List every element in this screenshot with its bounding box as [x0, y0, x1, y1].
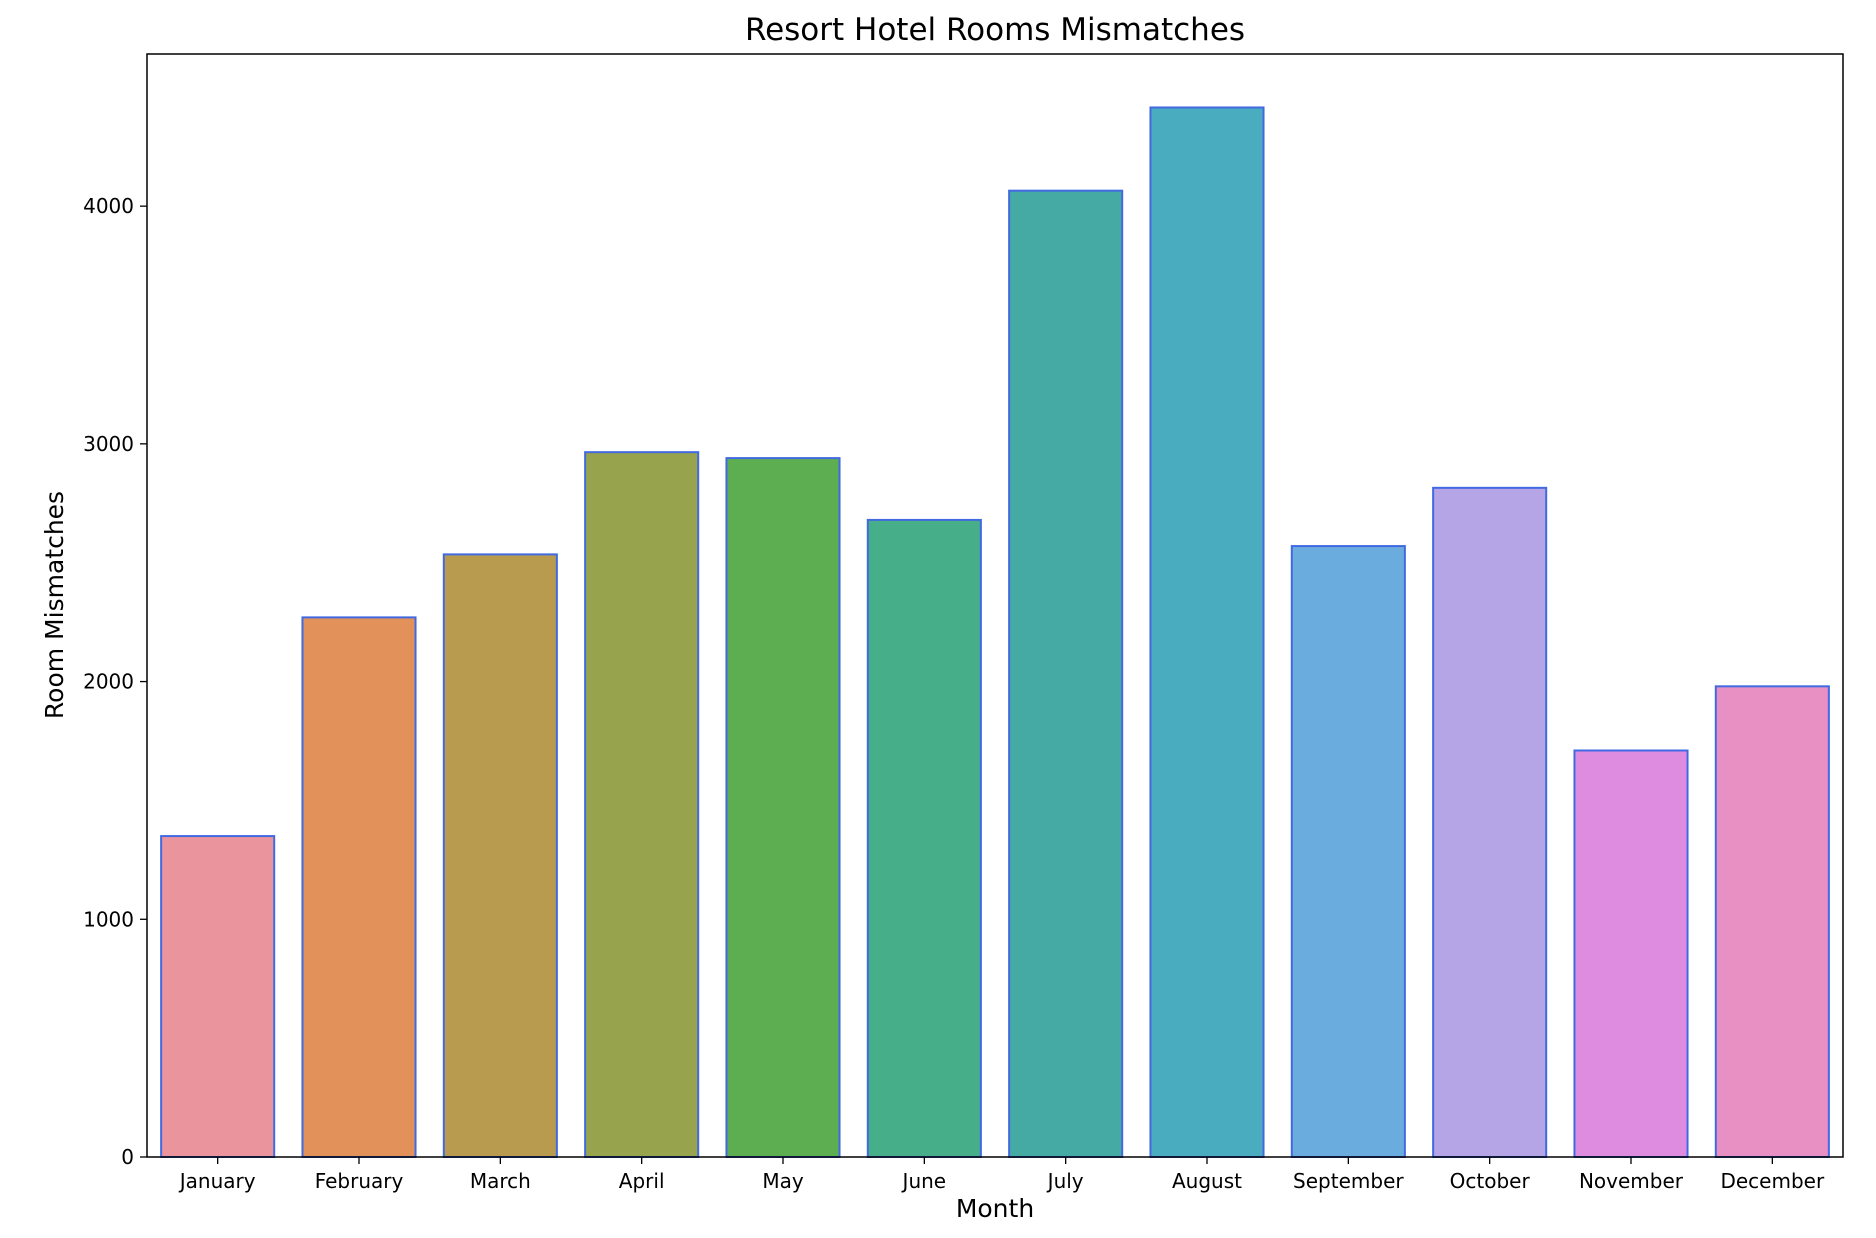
x-tick-label: September — [1293, 1169, 1404, 1193]
y-tick-label: 3000 — [83, 432, 134, 456]
y-tick-label: 0 — [121, 1145, 134, 1169]
x-axis: January February March April May June July Augu… — [178, 1157, 1825, 1193]
y-axis: 0 1000 2000 3000 4000 — [83, 194, 147, 1169]
bar-june — [866, 518, 982, 1158]
x-tick-label: December — [1720, 1169, 1824, 1193]
x-tick-label: April — [619, 1169, 665, 1193]
x-tick-label: June — [901, 1169, 947, 1193]
y-tick-label: 1000 — [83, 907, 134, 931]
bar-march — [442, 553, 558, 1158]
x-tick-label: November — [1579, 1169, 1684, 1193]
plot-frame — [146, 53, 1844, 1158]
y-tick-label: 4000 — [83, 194, 134, 218]
bar-april — [584, 451, 700, 1159]
bar-july — [1008, 189, 1124, 1159]
y-tick-label: 2000 — [83, 670, 134, 694]
x-axis-label: Month — [956, 1194, 1034, 1223]
bar-november — [1573, 749, 1689, 1158]
x-tick-label: October — [1450, 1169, 1531, 1193]
x-tick-label: July — [1046, 1169, 1084, 1193]
chart-title: Resort Hotel Rooms Mismatches — [745, 12, 1245, 48]
bar-october — [1432, 486, 1548, 1158]
x-tick-label: March — [470, 1169, 531, 1193]
y-axis-label: Room Mismatches — [40, 491, 69, 719]
bars-layer — [160, 106, 1830, 1159]
x-tick-label: August — [1172, 1169, 1242, 1193]
bar-february — [301, 616, 417, 1158]
bar-january — [160, 835, 276, 1158]
x-tick-label: May — [762, 1169, 804, 1193]
x-tick-label: January — [178, 1169, 256, 1193]
bar-december — [1714, 685, 1830, 1159]
bar-august — [1149, 106, 1265, 1159]
bar-september — [1290, 545, 1406, 1158]
bar-may — [725, 457, 841, 1158]
x-tick-label: February — [315, 1169, 404, 1193]
